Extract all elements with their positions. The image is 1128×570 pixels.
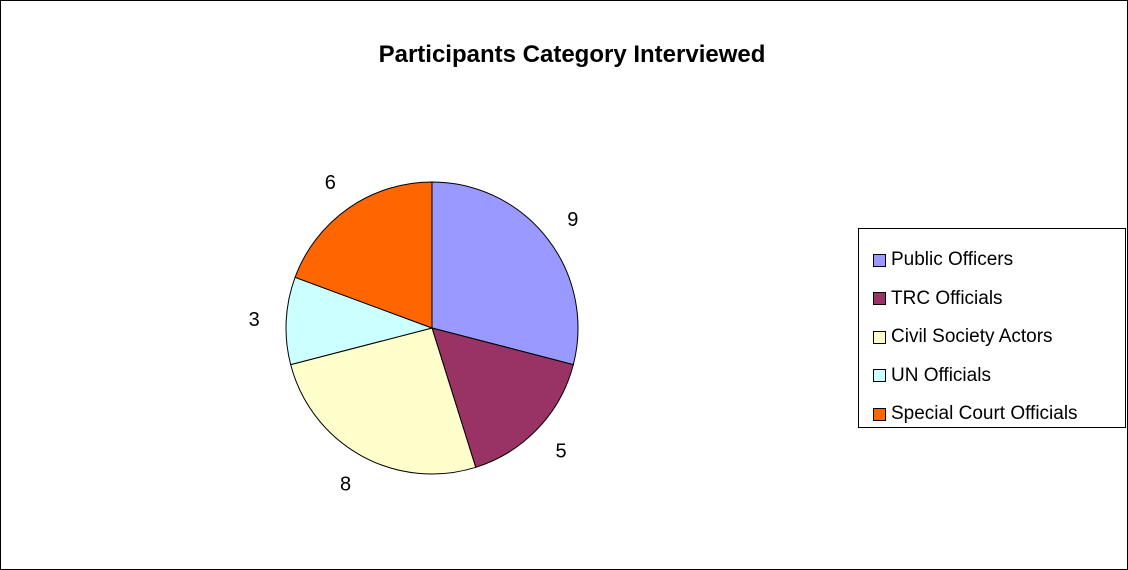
legend-label: Special Court Officials: [891, 403, 1078, 425]
legend-item-trc-officials: TRC Officials: [873, 280, 1125, 319]
pie-slice-civil-society-actors: [290, 327, 477, 475]
data-label-public-officers: 9: [567, 209, 578, 231]
data-label-un-officials: 3: [249, 309, 260, 331]
pie-slices: [285, 181, 579, 475]
pie-slice-special-court-officials: [294, 181, 433, 329]
legend-item-civil-society-actors: Civil Society Actors: [873, 318, 1125, 357]
legend-swatch-trc-officials: [873, 292, 886, 306]
legend-swatch-un-officials: [873, 369, 886, 383]
data-label-trc-officials: 5: [555, 441, 566, 463]
chart-legend: Public Officers TRC Officials Civil Societ…: [858, 228, 1126, 428]
legend-swatch-civil-society-actors: [873, 330, 886, 344]
legend-swatch-special-court-officials: [873, 407, 886, 421]
legend-label: UN Officials: [891, 364, 991, 386]
legend-item-public-officers: Public Officers: [873, 241, 1125, 280]
legend-swatch-public-officers: [873, 253, 886, 267]
legend-label: TRC Officials: [891, 287, 1003, 309]
data-label-special-court-officials: 6: [325, 172, 336, 194]
legend-item-un-officials: UN Officials: [873, 357, 1125, 396]
pie-slice-public-officers: [431, 181, 579, 366]
pie-slice-trc-officials: [431, 327, 574, 468]
pie-data-labels: 9 5 8 3 6: [249, 172, 579, 496]
pie-slice-un-officials: [285, 276, 434, 366]
legend-item-special-court-officials: Special Court Officials: [873, 395, 1125, 434]
chart-title: Participants Category Interviewed: [379, 41, 766, 68]
data-label-civil-society-actors: 8: [340, 474, 351, 496]
legend-label: Public Officers: [891, 249, 1014, 271]
legend-label: Civil Society Actors: [891, 326, 1053, 348]
